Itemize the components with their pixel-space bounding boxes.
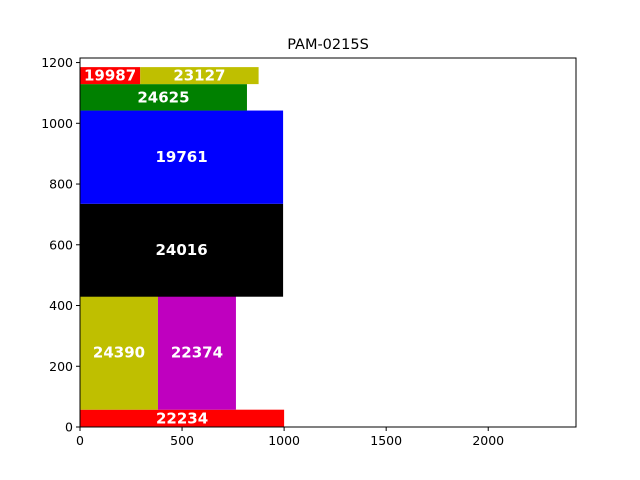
- bar-rect: [140, 67, 259, 85]
- x-tick-label: 1000: [268, 433, 300, 448]
- chart-title: PAM-0215S: [287, 37, 369, 53]
- plot-frame: [79, 57, 577, 428]
- bar-rect: [80, 294, 158, 410]
- bar-rect: [80, 203, 284, 297]
- bar-label: 19761: [155, 148, 207, 166]
- bar-label: 24016: [155, 241, 207, 259]
- bar-rect: [80, 84, 247, 111]
- x-tick-label: 500: [170, 433, 194, 448]
- y-tick-label: 800: [49, 177, 73, 192]
- bar-rect: [80, 110, 284, 204]
- bar-rect: [80, 409, 285, 427]
- bar-label: 19987: [84, 67, 136, 85]
- x-tick-label: 1500: [370, 433, 402, 448]
- bar-label: 22234: [156, 409, 208, 427]
- bar-rect: [157, 294, 236, 410]
- y-tick-label: 1200: [41, 55, 73, 70]
- bar-label: 24625: [137, 88, 189, 106]
- bar-label: 23127: [173, 67, 225, 85]
- y-tick-label: 0: [65, 420, 73, 435]
- y-tick-label: 1000: [41, 116, 73, 131]
- y-tick-label: 400: [49, 298, 73, 313]
- bars-group: [80, 67, 285, 427]
- axes-group: 0 500 1000 1500 2000 0 200 400 600 800 1000 1200: [41, 55, 577, 448]
- y-tick-label: 600: [49, 237, 73, 252]
- bar-rect: [80, 67, 141, 85]
- x-tick-label: 2000: [472, 433, 504, 448]
- bar-label: 22374: [171, 343, 223, 361]
- bar-label: 24390: [93, 343, 145, 361]
- y-tick-label: 200: [49, 359, 73, 374]
- x-tick-label: 0: [76, 433, 84, 448]
